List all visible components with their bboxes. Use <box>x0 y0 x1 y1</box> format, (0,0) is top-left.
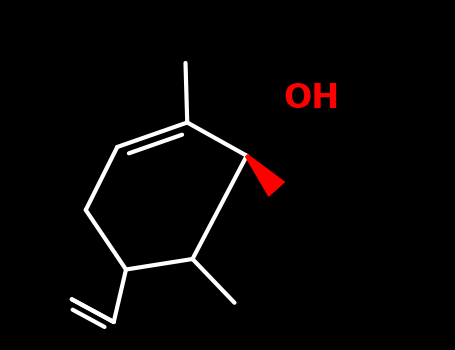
Text: OH: OH <box>283 82 340 114</box>
Polygon shape <box>246 155 284 196</box>
